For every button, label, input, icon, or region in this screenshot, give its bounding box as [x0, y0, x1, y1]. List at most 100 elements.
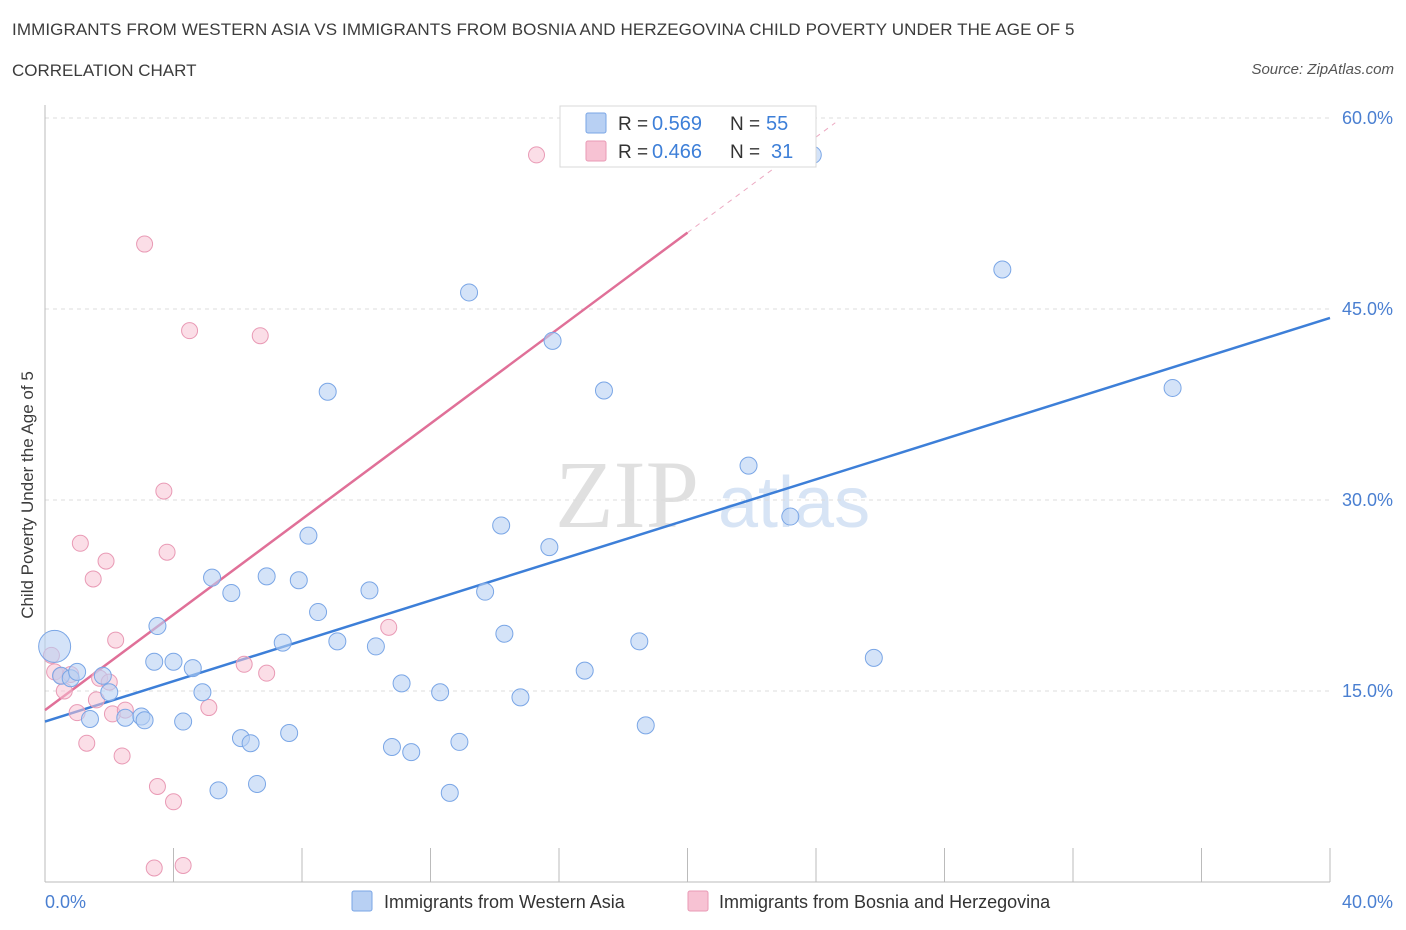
- data-point-western-asia: [203, 568, 222, 587]
- tick-labels: 0.0% 40.0% 15.0% 30.0% 45.0% 60.0%: [45, 108, 1393, 912]
- data-point-western-asia: [299, 526, 318, 545]
- data-point-western-asia: [183, 659, 202, 678]
- data-point-western-asia: [739, 456, 758, 475]
- trend-line-western-asia: [44, 316, 1331, 723]
- data-point-western-asia: [80, 710, 99, 729]
- data-point-western-asia: [366, 637, 385, 656]
- bottom-legend-label-blue: Immigrants from Western Asia: [384, 892, 626, 912]
- legend-r-value-blue: 0.569: [652, 113, 702, 135]
- data-point-bosnia: [155, 482, 173, 500]
- data-point-bosnia: [145, 859, 163, 877]
- data-point-western-asia: [636, 716, 655, 735]
- data-point-bosnia: [148, 778, 166, 795]
- data-point-western-asia: [511, 688, 530, 707]
- legend-r-label-blue: R =: [618, 114, 648, 135]
- data-point-western-asia: [318, 382, 337, 401]
- data-point-western-asia: [392, 674, 411, 693]
- data-point-western-asia: [328, 632, 347, 651]
- series-legend: Immigrants from Western Asia Immigrants …: [351, 890, 1051, 912]
- legend-n-value-blue: 55: [766, 113, 788, 135]
- data-point-western-asia: [382, 738, 401, 757]
- x-tick-label-min: 0.0%: [45, 892, 86, 912]
- legend-n-value-pink: 31: [771, 141, 793, 163]
- data-point-bosnia: [71, 534, 89, 552]
- data-point-bosnia: [87, 691, 105, 709]
- data-point-western-asia: [440, 783, 459, 802]
- bottom-legend-label-pink: Immigrants from Bosnia and Herzegovina: [719, 892, 1051, 912]
- data-point-western-asia: [145, 652, 164, 671]
- legend-r-value-pink: 0.466: [652, 141, 702, 163]
- data-point-western-asia: [38, 629, 72, 663]
- data-point-western-asia: [492, 516, 511, 535]
- x-tick-label-max: 40.0%: [1342, 892, 1393, 912]
- data-point-bosnia: [113, 747, 131, 765]
- data-point-bosnia: [181, 322, 199, 340]
- axes: [44, 105, 1331, 883]
- data-point-western-asia: [781, 507, 800, 526]
- data-point-western-asia: [495, 624, 514, 643]
- y-tick-label: 15.0%: [1342, 681, 1393, 701]
- data-point-western-asia: [241, 734, 260, 753]
- legend-r-label-pink: R =: [618, 142, 648, 163]
- data-point-western-asia: [248, 774, 267, 793]
- bottom-legend-swatch-pink: [687, 890, 709, 912]
- data-point-bosnia: [136, 235, 154, 253]
- data-point-western-asia: [193, 683, 212, 702]
- stats-legend: R = 0.569 N = 55 R = 0.466 N = 31: [559, 105, 817, 168]
- legend-n-label-pink: N =: [730, 142, 760, 163]
- data-point-bosnia: [158, 543, 176, 561]
- y-axis-title: Child Poverty Under the Age of 5: [18, 371, 37, 619]
- data-point-western-asia: [164, 652, 183, 671]
- data-point-western-asia: [116, 708, 135, 727]
- data-point-western-asia: [148, 617, 167, 636]
- data-point-bosnia: [174, 856, 192, 874]
- data-point-western-asia: [476, 582, 495, 601]
- data-point-western-asia: [450, 732, 469, 751]
- data-point-western-asia: [575, 661, 594, 680]
- data-point-western-asia: [257, 567, 276, 586]
- data-point-western-asia: [360, 581, 379, 600]
- data-point-bosnia: [107, 631, 125, 649]
- data-point-bosnia: [165, 793, 182, 811]
- data-point-western-asia: [630, 632, 649, 651]
- data-point-western-asia: [540, 538, 559, 557]
- data-point-bosnia: [528, 146, 546, 164]
- data-point-western-asia: [93, 666, 112, 685]
- data-point-bosnia: [78, 734, 96, 752]
- data-point-bosnia: [200, 699, 218, 717]
- data-point-western-asia: [280, 724, 299, 743]
- data-point-bosnia: [380, 618, 398, 636]
- series-bosnia-points: [42, 146, 546, 877]
- data-point-western-asia: [135, 711, 154, 730]
- data-point-western-asia: [1163, 378, 1182, 397]
- legend-swatch-pink: [585, 140, 607, 162]
- chart-subtitle: CORRELATION CHART: [12, 61, 197, 80]
- data-point-western-asia: [431, 683, 450, 702]
- data-point-bosnia: [235, 655, 253, 673]
- data-point-western-asia: [309, 603, 328, 622]
- data-point-bosnia: [251, 327, 269, 345]
- data-point-western-asia: [209, 781, 228, 800]
- series-western-asia-points: [38, 145, 1182, 802]
- data-point-western-asia: [273, 633, 292, 652]
- source-credit: Source: ZipAtlas.com: [1251, 61, 1394, 78]
- y-tick-label: 45.0%: [1342, 299, 1393, 319]
- data-point-western-asia: [100, 683, 119, 702]
- data-point-western-asia: [864, 648, 883, 667]
- trend-lines: [44, 122, 1331, 723]
- chart-title: IMMIGRANTS FROM WESTERN ASIA VS IMMIGRAN…: [12, 20, 1075, 39]
- data-point-western-asia: [222, 583, 241, 602]
- data-point-western-asia: [174, 712, 193, 731]
- data-point-western-asia: [68, 662, 87, 681]
- y-tick-label: 30.0%: [1342, 490, 1393, 510]
- data-point-bosnia: [258, 664, 276, 682]
- data-point-bosnia: [97, 552, 115, 570]
- legend-n-label-blue: N =: [730, 114, 760, 135]
- gridlines: [45, 117, 1330, 692]
- data-point-western-asia: [543, 331, 562, 350]
- data-point-western-asia: [460, 283, 479, 302]
- legend-swatch-blue: [585, 112, 607, 134]
- data-point-bosnia: [84, 570, 102, 588]
- bottom-legend-swatch-blue: [351, 890, 373, 912]
